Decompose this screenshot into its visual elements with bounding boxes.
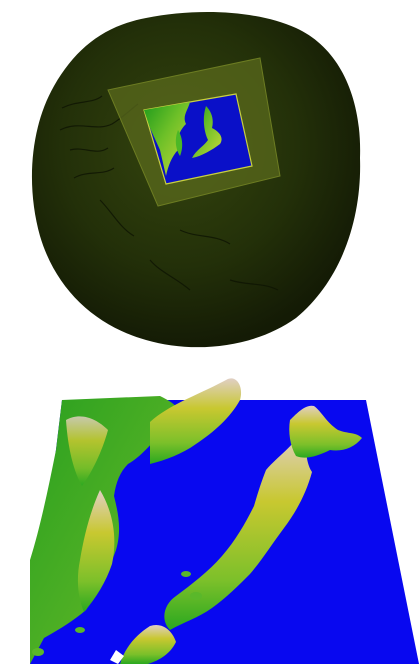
- globe-view: [31, 12, 361, 348]
- terrain-highlight-marker: [110, 650, 124, 664]
- terrain-view: [30, 378, 419, 664]
- inner-domain-islands: [192, 106, 222, 158]
- terrain-north-ridge: [150, 378, 242, 464]
- terrain-peninsula: [77, 490, 115, 612]
- terrain-kyushu: [120, 624, 176, 664]
- terrain-hokkaido: [289, 405, 362, 458]
- terrain-ocean-plane: [30, 400, 419, 664]
- terrain-honshu: [164, 432, 312, 630]
- inner-domain-peninsula: [175, 130, 183, 156]
- inner-domain-mainland: [144, 102, 190, 176]
- globe-panel: [31, 12, 361, 348]
- terrain-panel: [0, 360, 419, 664]
- terrain-small-islands: [32, 571, 202, 656]
- terrain-west-highlands: [66, 416, 108, 486]
